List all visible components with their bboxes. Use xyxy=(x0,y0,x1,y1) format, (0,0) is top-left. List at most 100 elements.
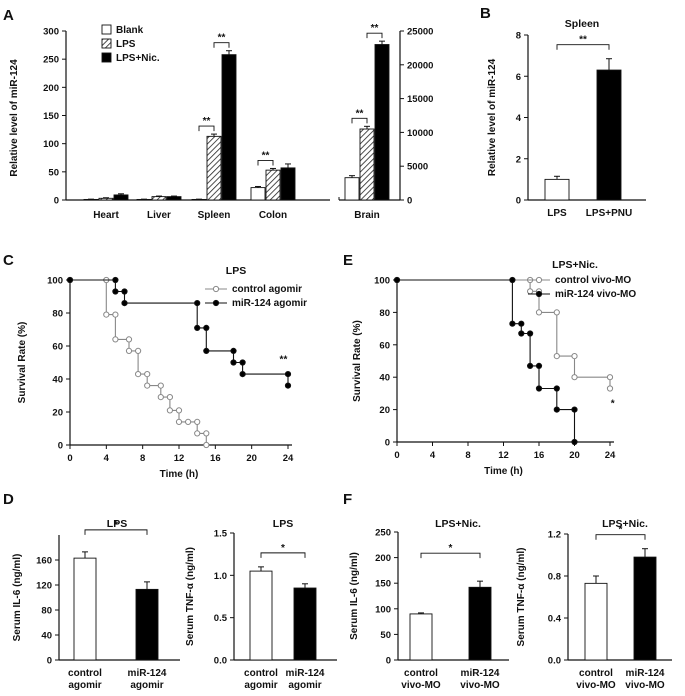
e-marker-control xyxy=(553,353,560,360)
c-marker-mir124 xyxy=(194,324,201,331)
c-x-axis-label: Time (h) xyxy=(160,469,199,480)
f-il6-category-label: vivo-MO xyxy=(460,680,500,691)
e-x-axis-label: Time (h) xyxy=(484,466,523,477)
f-tnf-bar-treatment xyxy=(633,556,657,661)
a-sig-label: ** xyxy=(356,108,364,119)
c-y-tick-label: 100 xyxy=(47,276,63,287)
b-y-axis-tick-label: 4 xyxy=(516,113,522,124)
d-il6-category-label: miR-124 xyxy=(128,668,167,679)
e-marker-control xyxy=(606,374,614,381)
c-y-axis-label: Survival Rate (%) xyxy=(17,322,28,404)
a-category-label: Heart xyxy=(93,210,119,221)
c-marker-mir124 xyxy=(121,300,128,307)
d-il6-bar-treatment xyxy=(135,588,159,661)
a-bar-colon-blank xyxy=(250,187,266,201)
f-il6-title: LPS+Nic. xyxy=(435,518,481,530)
c-marker-mir124 xyxy=(66,276,74,284)
c-marker-control xyxy=(175,407,183,414)
a-right-tick-label: 25000 xyxy=(407,27,433,38)
d-tnf-category-label: miR-124 xyxy=(286,668,325,679)
e-marker-control xyxy=(571,353,578,360)
e-x-tick-label: 8 xyxy=(465,450,470,461)
a-bar-brain-lps+nic. xyxy=(374,44,390,201)
a-category-label: Colon xyxy=(259,210,287,221)
f-tnf-y-axis-tick-label: 0.4 xyxy=(548,614,562,625)
a-left-tick-label: 200 xyxy=(43,83,59,94)
c-marker-mir124 xyxy=(230,347,237,354)
d-tnf-category-label: agomir xyxy=(288,680,321,691)
e-legend-label: miR-124 vivo-MO xyxy=(555,289,636,300)
e-x-tick-label: 20 xyxy=(569,450,580,461)
panel-letter-F: F xyxy=(343,491,352,508)
c-marker-control xyxy=(103,311,110,318)
b-sig-label: ** xyxy=(579,35,587,46)
c-legend-marker xyxy=(212,285,220,293)
c-y-tick-label: 60 xyxy=(52,342,63,353)
a-legend-swatch xyxy=(101,52,112,63)
f-tnf-category-label: vivo-MO xyxy=(576,680,616,691)
f-tnf-bar-control xyxy=(584,582,608,661)
c-marker-control xyxy=(194,418,201,425)
d-il6-y-axis-tick-label: 0 xyxy=(47,656,52,667)
d-il6-category-label: agomir xyxy=(130,680,163,691)
d-tnf-bar-control xyxy=(249,570,273,661)
e-marker-control xyxy=(553,309,560,316)
f-tnf-sig-label: * xyxy=(619,525,623,536)
d-il6-y-axis-tick-label: 40 xyxy=(41,631,52,642)
c-marker-control xyxy=(185,418,192,425)
d-tnf-y-axis-tick-label: 0.5 xyxy=(214,613,228,624)
c-marker-control xyxy=(135,347,142,354)
d-tnf-title: LPS xyxy=(273,518,293,530)
e-y-tick-label: 100 xyxy=(374,276,390,287)
e-marker-mir124 xyxy=(518,320,525,327)
c-marker-control xyxy=(194,430,201,437)
f-tnf-category-label: control xyxy=(579,668,613,679)
e-x-tick-label: 12 xyxy=(498,450,509,461)
c-y-tick-label: 40 xyxy=(52,375,63,386)
b-y-axis-tick-label: 8 xyxy=(516,31,521,42)
a-right-tick-label: 5000 xyxy=(407,162,428,173)
e-y-tick-label: 40 xyxy=(379,373,390,384)
d-tnf-sig-label: * xyxy=(281,543,285,554)
f-il6-y-axis-tick-label: 0 xyxy=(386,656,391,667)
e-marker-mir124 xyxy=(518,330,525,337)
f-il6-bar-control xyxy=(409,613,433,661)
c-marker-control xyxy=(112,336,119,343)
c-marker-control xyxy=(125,336,133,343)
a-sig-bracket xyxy=(257,160,274,166)
e-marker-mir124 xyxy=(509,320,516,327)
d-il6-title: LPS xyxy=(107,518,127,530)
f-tnf-sig-bracket xyxy=(595,534,646,540)
a-bar-spleen-lps xyxy=(206,135,222,201)
c-marker-control xyxy=(135,371,142,378)
e-marker-control xyxy=(527,288,534,295)
c-marker-control xyxy=(166,394,173,401)
e-marker-mir124 xyxy=(527,362,534,369)
a-legend-label: LPS+Nic. xyxy=(116,53,160,64)
a-sig-label: ** xyxy=(218,33,226,44)
a-sig-bracket xyxy=(198,125,215,132)
panel-letter-A: A xyxy=(3,7,14,24)
c-marker-mir124 xyxy=(230,359,237,366)
c-marker-mir124 xyxy=(203,324,210,331)
f-tnf-y-axis-label: Serum TNF-α (ng/ml) xyxy=(516,548,527,647)
a-sig-label: ** xyxy=(262,150,270,161)
f-tnf-y-axis-tick-label: 0.0 xyxy=(548,656,561,667)
a-sig-bracket xyxy=(351,117,368,124)
d-tnf-y-axis-tick-label: 1.0 xyxy=(214,571,227,582)
e-y-tick-label: 80 xyxy=(379,308,390,319)
c-marker-control xyxy=(175,418,183,425)
panel-letter-C: C xyxy=(3,252,14,269)
a-category-label: Spleen xyxy=(198,210,231,221)
d-il6-sig-label: * xyxy=(114,520,118,531)
f-tnf-title: LPS+Nic. xyxy=(602,518,648,530)
d-il6-bar-control xyxy=(73,557,97,661)
c-marker-control xyxy=(157,394,164,401)
c-x-tick-label: 20 xyxy=(246,453,257,464)
d-tnf-y-axis-label: Serum TNF-α (ng/ml) xyxy=(185,547,196,646)
f-il6-y-axis-tick-label: 250 xyxy=(375,528,391,539)
a-legend-label: Blank xyxy=(116,25,144,36)
panel-letter-B: B xyxy=(480,5,491,22)
a-sig-label: ** xyxy=(203,116,211,127)
f-il6-category-label: vivo-MO xyxy=(401,680,441,691)
